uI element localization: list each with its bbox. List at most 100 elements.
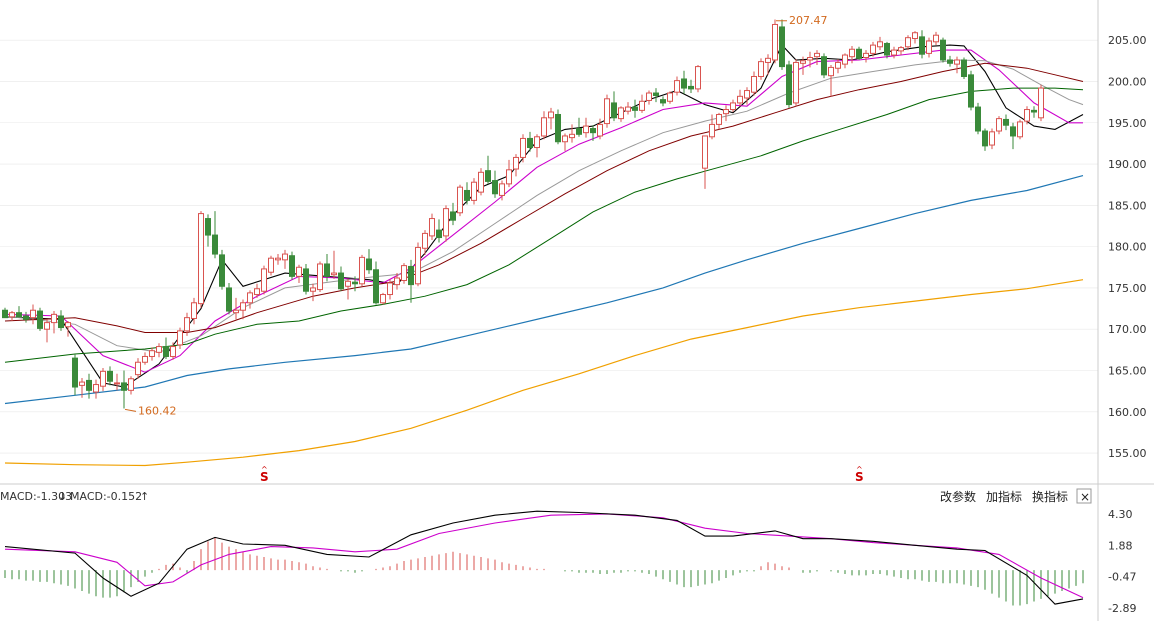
- switch-indicator-button[interactable]: 换指标: [1032, 489, 1068, 504]
- ma-line-6: [4, 279, 1084, 467]
- candle: [184, 312, 190, 336]
- candle: [254, 283, 260, 298]
- candle: [408, 259, 414, 303]
- macd-tick-label: 1.88: [1108, 540, 1133, 553]
- candle: [828, 64, 834, 97]
- candle: [37, 307, 43, 331]
- candle: [261, 265, 267, 295]
- candle: [926, 37, 932, 58]
- y-tick-label: 185.00: [1108, 199, 1147, 212]
- candle: [583, 117, 589, 138]
- candle: [219, 249, 225, 290]
- candle: [982, 128, 988, 151]
- candle: [422, 230, 428, 255]
- candle: [296, 264, 302, 283]
- candle: [660, 96, 666, 107]
- candle: [191, 297, 197, 325]
- candle: [611, 91, 617, 122]
- candle: [716, 112, 722, 130]
- candle: [562, 133, 568, 151]
- s-marker-caret: ^: [261, 465, 268, 474]
- candle: [989, 128, 995, 150]
- candle: [520, 134, 526, 163]
- candle: [653, 88, 659, 103]
- macd-dif-line: [4, 510, 1084, 605]
- s-signal-marker: S^: [855, 465, 864, 484]
- candle: [1017, 119, 1023, 140]
- candle: [765, 54, 771, 75]
- candle: [156, 343, 162, 358]
- candle: [737, 89, 743, 107]
- candle: [569, 124, 575, 143]
- candle: [905, 35, 911, 51]
- candle: [723, 105, 729, 122]
- macd-header: MACD:-1.303 ↓ MACD:-0.152 ↑: [0, 490, 149, 503]
- close-icon[interactable]: ×: [1080, 490, 1090, 504]
- macd-panel: 4.30 1.88 -0.47 -2.89: [4, 508, 1136, 615]
- close-icon-frame[interactable]: [1076, 488, 1092, 504]
- candle: [548, 107, 554, 130]
- candle: [877, 36, 883, 51]
- candle: [821, 53, 827, 79]
- candle: [499, 180, 505, 201]
- candle: [1038, 84, 1044, 122]
- macd-label-2: MACD:-0.152: [70, 490, 142, 503]
- candle: [72, 353, 78, 396]
- candle: [471, 178, 477, 205]
- change-params-button[interactable]: 改参数: [940, 489, 976, 504]
- candle: [947, 55, 953, 67]
- candle: [450, 202, 456, 226]
- candle: [65, 320, 71, 337]
- s-marker-label: S: [855, 470, 864, 484]
- candle: [485, 155, 491, 184]
- candle: [940, 37, 946, 63]
- candle: [121, 370, 127, 409]
- main-price-panel: 205.00 200.00 195.00 190.00 185.00 180.00 175.…: [0, 14, 1147, 484]
- candle: [527, 131, 533, 152]
- y-tick-label: 205.00: [1108, 34, 1147, 47]
- add-indicator-button[interactable]: 加指标: [986, 489, 1022, 504]
- candle: [646, 90, 652, 105]
- candle: [51, 311, 57, 334]
- candle: [891, 46, 897, 59]
- candle: [506, 159, 512, 188]
- candle: [44, 319, 50, 343]
- candle: [100, 368, 106, 392]
- candle: [835, 59, 841, 74]
- candle: [1024, 106, 1030, 125]
- candle: [380, 292, 386, 305]
- s-marker-caret: ^: [856, 465, 863, 474]
- ma-line-5: [4, 175, 1084, 405]
- candle: [513, 154, 519, 177]
- candle: [786, 60, 792, 108]
- candle: [751, 71, 757, 96]
- candle: [772, 19, 778, 64]
- ma-line-4: [4, 87, 1084, 363]
- s-signal-marker: S^: [260, 465, 269, 484]
- candle: [884, 41, 890, 59]
- candle: [2, 307, 8, 319]
- candle: [961, 57, 967, 79]
- candle: [275, 254, 281, 265]
- candle: [534, 134, 540, 158]
- candle: [632, 99, 638, 118]
- candle: [842, 53, 848, 69]
- annotation-label: 160.42: [138, 404, 177, 417]
- candle: [681, 70, 687, 94]
- indicator-toolbar: 改参数 加指标 换指标 ×: [940, 488, 1092, 504]
- candle: [478, 168, 484, 196]
- candle: [93, 379, 99, 399]
- candle: [114, 373, 120, 391]
- candle: [695, 64, 701, 93]
- candle: [590, 125, 596, 141]
- candle: [268, 255, 274, 276]
- candle: [1010, 122, 1016, 150]
- candle: [492, 170, 498, 198]
- y-tick-label: 170.00: [1108, 323, 1147, 336]
- candle: [457, 184, 463, 217]
- candle: [863, 50, 869, 63]
- candle: [639, 94, 645, 113]
- candle: [954, 56, 960, 74]
- price-annotation: 160.42: [124, 404, 177, 417]
- candle: [758, 58, 764, 80]
